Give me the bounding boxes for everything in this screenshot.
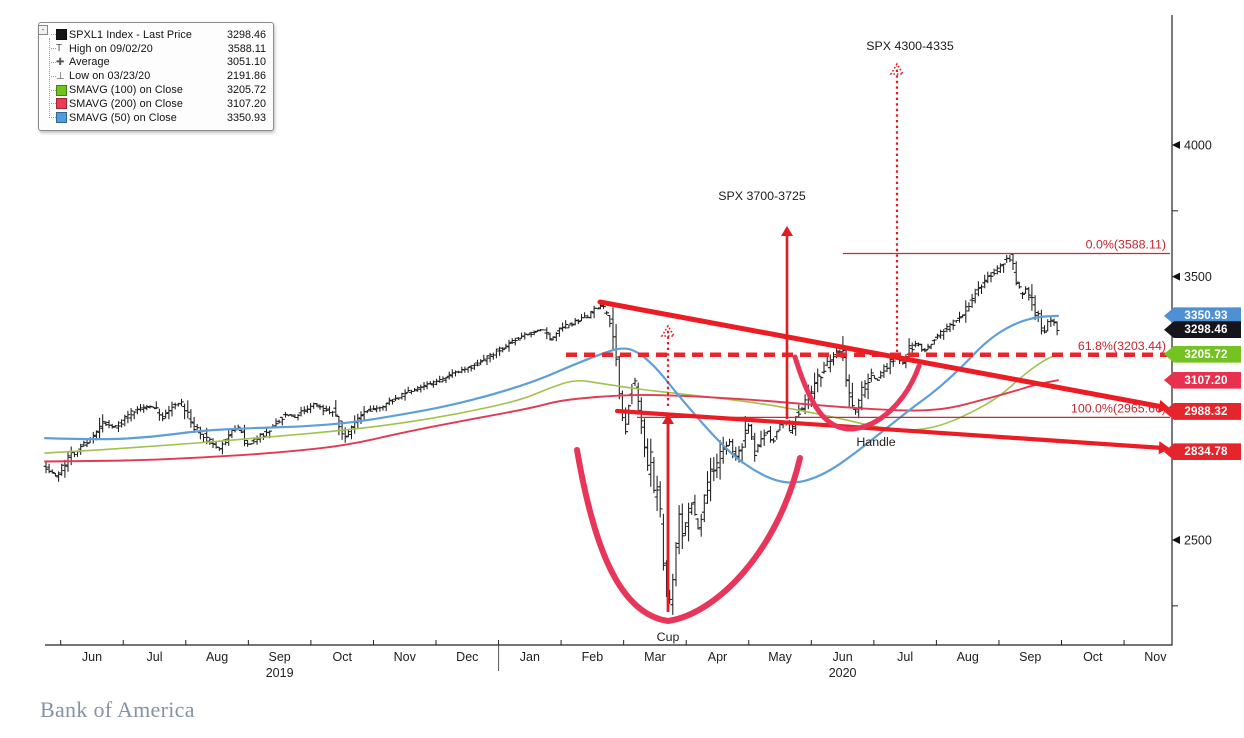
- x-tick-label: Mar: [644, 650, 666, 664]
- sma100-line: [44, 353, 1059, 454]
- legend-row: T High on 09/02/20 3588.11: [47, 42, 266, 56]
- arrowhead: [660, 324, 676, 337]
- high-marker-icon: T: [56, 43, 63, 55]
- legend-label: SMAVG (200) on Close: [69, 97, 184, 110]
- legend-label: Average: [69, 56, 110, 69]
- legend-value: 3588.11: [227, 42, 266, 55]
- x-tick-label: Jun: [833, 650, 853, 664]
- x-tick-label: Oct: [1083, 650, 1103, 664]
- target-label: SPX 4300-4335: [866, 39, 954, 53]
- x-tick-label: Oct: [332, 650, 352, 664]
- legend-row: SMAVG (200) on Close 3107.20: [47, 97, 266, 111]
- y-tick-arrow: [1172, 272, 1180, 281]
- legend-label: SMAVG (100) on Close: [69, 84, 184, 97]
- arrowhead: [889, 62, 905, 75]
- legend-value: 3298.46: [226, 28, 266, 41]
- x-tick-label: May: [768, 650, 792, 664]
- handle-curve: [792, 354, 922, 432]
- trendline: [614, 408, 1166, 451]
- legend-swatch-icon: [56, 98, 69, 110]
- x-year-label: 2019: [266, 666, 294, 680]
- arrowhead: [1157, 399, 1170, 413]
- legend-value: 3350.93: [226, 111, 266, 124]
- legend-swatch-icon: [56, 112, 69, 124]
- legend-rows: SPXL1 Index - Last Price 3298.46 T High on …: [45, 28, 266, 125]
- legend-row: SMAVG (100) on Close 3205.72: [47, 83, 266, 97]
- y-tick-label: 3500: [1184, 270, 1212, 284]
- fib-label: 0.0%(3588.11): [1086, 237, 1166, 251]
- legend-swatch-icon: [56, 29, 69, 41]
- attribution-source: Bank of America: [40, 697, 195, 722]
- y-tick-label: 2500: [1184, 534, 1212, 548]
- price-tag: 3298.46: [1164, 321, 1241, 339]
- x-tick-label: Jul: [897, 650, 913, 664]
- cup-label: Cup: [657, 630, 680, 644]
- trendline: [597, 299, 1166, 410]
- legend-swatch-icon: [56, 84, 69, 96]
- price-tag: 3350.93: [1164, 307, 1241, 325]
- legend-row: SPXL1 Index - Last Price 3298.46: [47, 28, 266, 42]
- price-tag: 2988.32: [1164, 402, 1241, 420]
- x-tick-label: Aug: [206, 650, 228, 664]
- low-marker-icon: ⊥: [56, 70, 65, 82]
- legend-box: - SPXL1 Index - Last Price 3298.46 T High o…: [38, 22, 274, 131]
- arrowhead: [662, 414, 674, 424]
- x-tick-label: Sep: [269, 650, 291, 664]
- legend-value: 2191.86: [226, 70, 266, 83]
- fib-label: 61.8%(3203.44): [1078, 339, 1166, 353]
- x-tick-label: Aug: [957, 650, 979, 664]
- legend-label: High on 09/02/20: [69, 42, 153, 55]
- legend-label: SMAVG (50) on Close: [69, 111, 177, 124]
- legend-label: SPXL1 Index - Last Price: [69, 28, 193, 41]
- price-tag: 3205.72: [1164, 345, 1241, 363]
- average-marker-icon: ✚: [56, 56, 65, 68]
- y-tick-label: 4000: [1184, 139, 1212, 153]
- legend-value: 3107.20: [226, 97, 266, 110]
- x-tick-label: Jul: [147, 650, 163, 664]
- target-label: SPX 3700-3725: [718, 189, 806, 203]
- legend-value: 3205.72: [226, 84, 266, 97]
- x-tick-label: Dec: [456, 650, 478, 664]
- x-year-label: 2020: [829, 666, 857, 680]
- legend-row: ✚ Average 3051.10: [47, 56, 266, 70]
- y-tick-arrow: [1172, 141, 1180, 149]
- x-tick-label: Nov: [1144, 650, 1167, 664]
- sma200-line: [44, 379, 1059, 463]
- x-tick-label: Sep: [1019, 650, 1041, 664]
- price-tag: 3107.20: [1164, 371, 1241, 389]
- handle-label: Handle: [856, 435, 895, 449]
- y-tick-arrow: [1172, 536, 1180, 544]
- legend-label: Low on 03/23/20: [69, 70, 151, 83]
- axis-lines: [45, 15, 1173, 646]
- legend-row: SMAVG (50) on Close 3350.93: [47, 111, 266, 125]
- cup-curve: [574, 447, 803, 625]
- x-tick-label: Jun: [82, 650, 102, 664]
- x-tick-label: Jan: [520, 650, 540, 664]
- arrowhead: [1158, 441, 1170, 455]
- legend-value: 3051.10: [226, 56, 266, 69]
- arrowhead: [781, 226, 793, 236]
- candlestick-series: [43, 253, 1060, 615]
- price-tag: 2834.78: [1164, 443, 1241, 461]
- x-tick-label: Nov: [394, 650, 417, 664]
- x-tick-label: Feb: [582, 650, 604, 664]
- legend-collapse-icon[interactable]: -: [38, 25, 48, 35]
- legend-row: ⊥ Low on 03/23/20 2191.86: [47, 69, 266, 83]
- x-tick-label: Apr: [708, 650, 727, 664]
